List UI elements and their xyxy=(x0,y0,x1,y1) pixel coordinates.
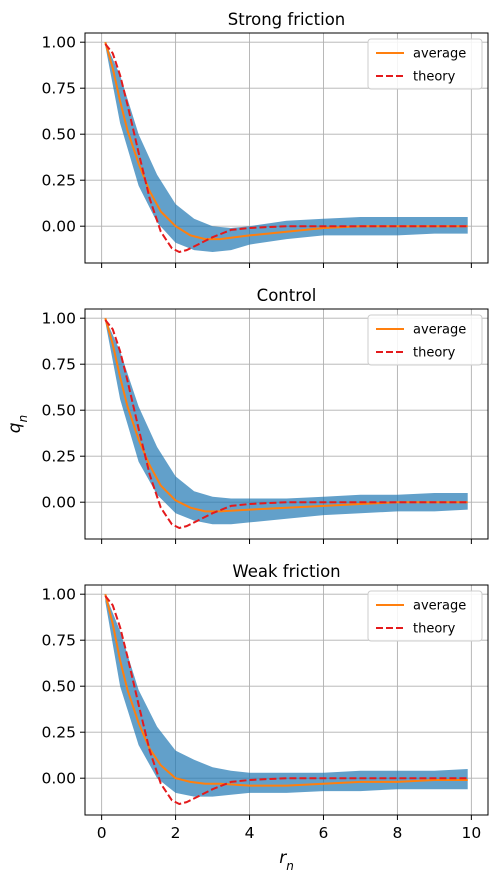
legend-label-average: average xyxy=(413,599,466,614)
y-tick-label: 0.50 xyxy=(41,678,76,696)
spread-band xyxy=(105,318,468,525)
chart-panel-2: 0.00 0.25 0.50 0.75 1.00 Control qn average theo… xyxy=(5,286,489,544)
y-tick-label: 0.25 xyxy=(41,172,76,190)
y-tick-label: 0.25 xyxy=(41,448,76,466)
chart-title: Control xyxy=(257,286,317,305)
chart-panel-3: 0 2 4 6 8 10 0.00 0.25 0.50 0.75 1.00 Weak friction… xyxy=(41,562,489,873)
y-tick-label: 0.75 xyxy=(41,356,76,374)
y-tick-label: 0.75 xyxy=(41,632,76,650)
series-line-theory xyxy=(104,43,468,253)
y-tick-label: 0.25 xyxy=(41,724,76,742)
x-tick-label: 4 xyxy=(245,824,255,842)
y-tick-label: 1.00 xyxy=(41,310,76,328)
legend: average theory xyxy=(367,38,483,90)
x-tick-label: 6 xyxy=(319,824,329,842)
y-tick-label: 1.00 xyxy=(41,34,76,52)
y-tick-label: 0.00 xyxy=(41,494,76,512)
x-axis-label: rn xyxy=(279,848,294,873)
chart-title: Weak friction xyxy=(232,562,340,581)
series-line-average xyxy=(104,593,468,787)
series-line-theory xyxy=(104,319,468,529)
chart-title: Strong friction xyxy=(228,10,346,29)
plot-frame xyxy=(84,32,489,264)
x-tick-label: 8 xyxy=(392,824,402,842)
legend: average theory xyxy=(367,314,483,366)
plot-frame xyxy=(84,584,489,816)
legend-label-average: average xyxy=(413,323,466,338)
legend-label-average: average xyxy=(413,47,466,62)
plot-frame xyxy=(84,308,489,540)
legend-label-theory: theory xyxy=(413,622,456,637)
series-line-average xyxy=(104,317,468,513)
y-tick-label: 0.50 xyxy=(41,402,76,420)
series-line-average xyxy=(104,41,468,241)
y-tick-label: 1.00 xyxy=(41,586,76,604)
chart-panel-1: 0.00 0.25 0.50 0.75 1.00 Strong friction avera… xyxy=(41,10,489,268)
spread-band xyxy=(105,42,468,253)
y-tick-label: 0.50 xyxy=(41,126,76,144)
y-tick-label: 0.00 xyxy=(41,218,76,236)
legend-label-theory: theory xyxy=(413,346,456,361)
spread-band xyxy=(105,594,468,797)
legend-label-theory: theory xyxy=(413,70,456,85)
y-tick-label: 0.75 xyxy=(41,80,76,98)
x-tick-label: 2 xyxy=(171,824,181,842)
legend: average theory xyxy=(367,590,483,642)
series-line-theory xyxy=(104,595,468,805)
x-tick-label: 10 xyxy=(461,824,481,842)
x-tick-label: 0 xyxy=(97,824,107,842)
y-tick-label: 0.00 xyxy=(41,770,76,788)
y-axis-label: qn xyxy=(5,415,30,433)
